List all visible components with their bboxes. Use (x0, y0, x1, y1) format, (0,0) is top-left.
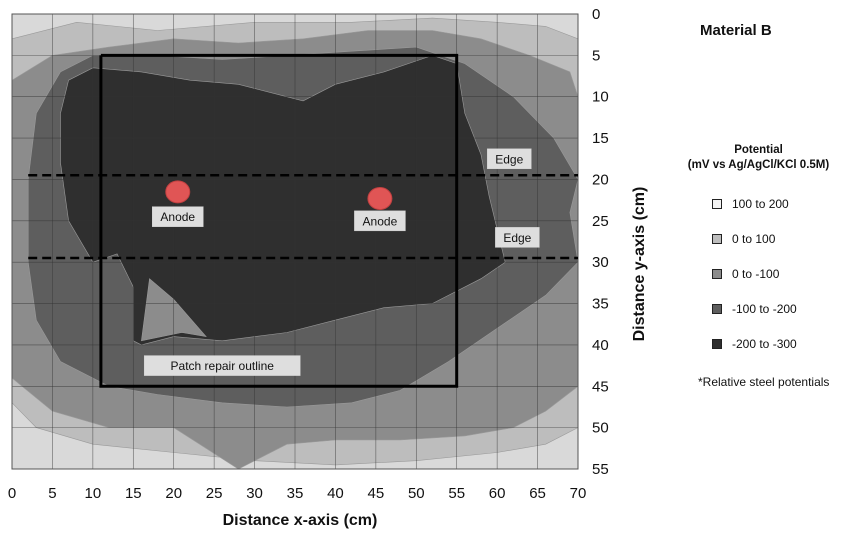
x-tick-label: 30 (246, 485, 263, 502)
plot-frame (11, 13, 579, 470)
legend-swatch (712, 234, 722, 244)
x-tick-label: 55 (448, 485, 465, 502)
y-tick-label: 20 (592, 171, 609, 188)
overlay-layer (28, 53, 578, 388)
legend-label: -200 to -300 (732, 337, 797, 351)
contour-band (60, 55, 506, 346)
patch-outline (99, 53, 459, 388)
anode-marker (165, 180, 191, 204)
y-axis-label: Distance y-axis (cm) (631, 186, 648, 342)
y-tick-label: 50 (592, 420, 609, 437)
y-axis-ticks: 0 5 10 15 20 25 30 35 40 45 50 55 (592, 6, 609, 478)
annotation-box (495, 227, 540, 248)
y-tick-label: 45 (592, 378, 609, 395)
annotation-box (487, 148, 532, 170)
x-tick-label: 40 (327, 485, 344, 502)
x-tick-label: 20 (165, 485, 182, 502)
annotation-box (143, 355, 301, 376)
y-tick-label: 55 (592, 461, 609, 478)
chart-title: Material B (700, 22, 772, 39)
x-tick-label: 10 (85, 485, 102, 502)
annotation-layer: Anode Anode Edge Edge Patch repair outline (143, 148, 540, 376)
grid-layer (11, 13, 579, 470)
x-tick-label: 35 (287, 485, 304, 502)
x-tick-label: 65 (529, 485, 546, 502)
annotation-box (152, 206, 204, 227)
legend-title-line2: (mV vs Ag/AgCl/KCl 0.5M) (687, 159, 830, 171)
legend-swatch (712, 199, 722, 209)
x-axis-label: Distance x-axis (cm) (222, 512, 378, 529)
legend-swatch (712, 339, 722, 349)
y-tick-label: 10 (592, 89, 609, 106)
y-tick-label: 5 (592, 47, 600, 64)
x-tick-label: 15 (125, 485, 142, 502)
x-tick-label: 70 (570, 485, 587, 502)
legend-swatch (712, 304, 722, 314)
x-tick-label: 50 (408, 485, 425, 502)
y-tick-label: 30 (592, 254, 609, 271)
x-axis-ticks: 0 5 10 15 20 25 30 35 40 45 50 55 60 65 70 (8, 485, 587, 502)
x-tick-label: 60 (489, 485, 506, 502)
annotation-box (354, 210, 406, 232)
legend-label: 0 to 100 (732, 232, 776, 246)
annotation-label: Anode (363, 214, 398, 228)
y-tick-label: 15 (592, 130, 609, 147)
y-tick-label: 25 (592, 213, 609, 230)
x-tick-label: 5 (48, 485, 56, 502)
y-tick-label: 0 (592, 6, 600, 23)
annotation-label: Edge (495, 152, 523, 166)
annotation-label: Edge (503, 231, 531, 245)
x-tick-label: 0 (8, 485, 16, 502)
legend-title: Potential (mV vs Ag/AgCl/KCl 0.5M) (650, 143, 867, 173)
y-tick-label: 35 (592, 296, 609, 313)
y-tick-label: 40 (592, 337, 609, 354)
annotation-label: Patch repair outline (171, 359, 275, 373)
legend-label: -100 to -200 (732, 302, 797, 316)
legend-title-line1: Potential (734, 144, 783, 156)
x-tick-label: 45 (368, 485, 385, 502)
annotation-label: Anode (160, 210, 195, 224)
legend-label: 0 to -100 (732, 267, 780, 281)
anode-marker (367, 186, 393, 210)
x-tick-label: 25 (206, 485, 223, 502)
relative-potentials-note: *Relative steel potentials (698, 375, 830, 389)
legend-swatch (712, 269, 722, 279)
legend-label: 100 to 200 (732, 197, 789, 211)
